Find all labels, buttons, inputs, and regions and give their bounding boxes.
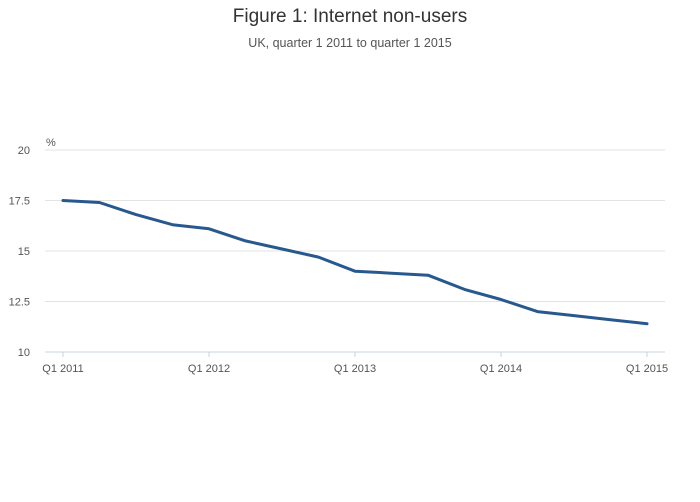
y-tick-label: 15: [18, 246, 30, 258]
data-point[interactable]: [242, 237, 250, 245]
y-tick-label: 20: [18, 145, 30, 157]
data-point[interactable]: [351, 267, 359, 275]
chart-title: Figure 1: Internet non-users: [232, 6, 468, 27]
data-point[interactable]: [424, 271, 432, 279]
series-layer: [59, 197, 651, 328]
x-tick-label: Q1 2011: [42, 363, 83, 375]
data-point[interactable]: [96, 199, 104, 207]
data-point[interactable]: [570, 312, 578, 320]
x-tick-label: Q1 2012: [188, 363, 230, 375]
y-axis-unit-label: %: [46, 137, 56, 149]
x-axis-ticks: Q1 2011 Q1 2012 Q1 2013 Q1 2014 Q1 2015: [42, 352, 668, 375]
y-tick-label: 10: [18, 347, 30, 359]
y-tick-label: 12.5: [9, 297, 30, 309]
y-tick-label: 17.5: [9, 196, 30, 208]
y-axis-ticks: 10 12.5 15 17.5 20: [9, 145, 30, 359]
gridlines: [45, 149, 665, 302]
data-point[interactable]: [388, 269, 396, 277]
data-point[interactable]: [278, 245, 286, 253]
x-tick-label: Q1 2015: [626, 363, 668, 375]
data-point[interactable]: [461, 285, 469, 293]
data-point[interactable]: [205, 225, 213, 233]
series-line: [61, 199, 649, 326]
data-point[interactable]: [497, 295, 505, 303]
data-point[interactable]: [643, 320, 651, 328]
x-tick-label: Q1 2013: [334, 363, 376, 375]
x-tick-label: Q1 2014: [480, 363, 522, 375]
data-point[interactable]: [607, 316, 615, 324]
data-point[interactable]: [169, 221, 177, 229]
chart-subtitle: UK, quarter 1 2011 to quarter 1 2015: [248, 36, 452, 50]
data-point[interactable]: [132, 211, 140, 219]
data-point[interactable]: [534, 308, 542, 316]
data-point[interactable]: [59, 197, 67, 205]
data-point[interactable]: [315, 253, 323, 261]
